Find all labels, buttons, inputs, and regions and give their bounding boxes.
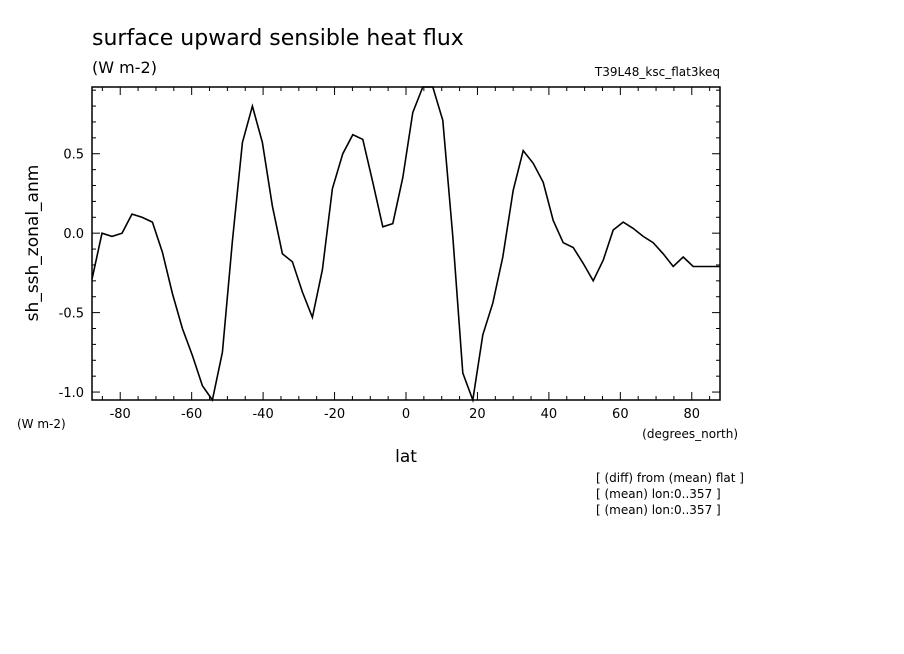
x-tick-label: -40 [252,407,273,422]
x-tick-label: -60 [181,407,202,422]
tick-labels: -80 -60 -40 -20 0 20 40 60 80 -1.0 -0.5 0.0 0.5 [59,148,700,422]
x-tick-label: -80 [110,407,131,422]
x-tick-label: -20 [324,407,345,422]
series-line [91,86,720,404]
note-line-3: [ (mean) lon:0..357 ] [596,503,721,517]
note-line-1: [ (diff) from (mean) flat ] [596,471,744,485]
run-name: T39L48_ksc_flat3keq [594,65,720,79]
x-tick-label: 60 [612,407,629,422]
axis-ticks [92,87,720,400]
plot-frame [91,86,721,401]
y-units-label: (W m-2) [17,417,66,431]
x-tick-label: 0 [402,407,410,422]
x-tick-label: 20 [469,407,486,422]
x-units-label: (degrees_north) [642,427,738,441]
y-tick-label: 0.0 [63,227,84,242]
x-tick-label: 40 [541,407,558,422]
y-axis-label: sh_ssh_zonal_anm [23,165,43,322]
note-line-2: [ (mean) lon:0..357 ] [596,487,721,501]
x-tick-label: 80 [684,407,701,422]
y-tick-label: -0.5 [59,307,84,322]
y-tick-label: 0.5 [63,148,84,163]
chart-units: (W m-2) [92,58,157,77]
chart-title: surface upward sensible heat flux [92,26,464,51]
x-axis-label: lat [395,447,417,467]
y-tick-label: -1.0 [59,386,84,401]
